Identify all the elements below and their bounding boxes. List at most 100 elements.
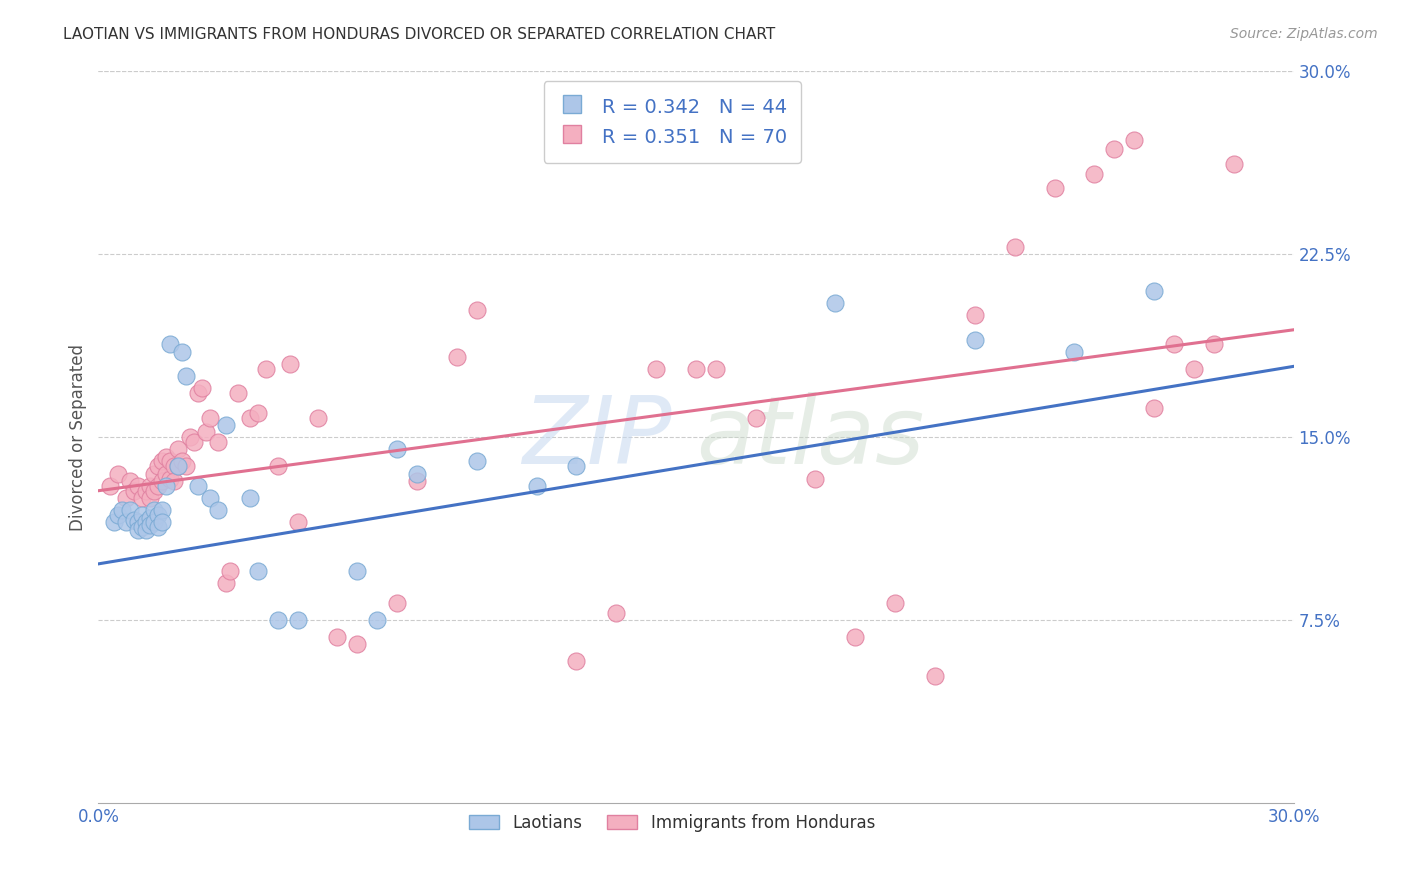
- Point: [167, 459, 190, 474]
- Point: [115, 516, 138, 530]
- Point: [148, 459, 170, 474]
- Point: [465, 454, 488, 468]
- Point: [159, 337, 181, 351]
- Point: [1004, 240, 1026, 254]
- Point: [246, 406, 269, 420]
- Point: [745, 410, 768, 425]
- Point: [1104, 142, 1126, 156]
- Point: [526, 479, 548, 493]
- Point: [111, 503, 134, 517]
- Point: [307, 410, 329, 425]
- Point: [963, 308, 986, 322]
- Point: [135, 523, 157, 537]
- Point: [446, 350, 468, 364]
- Legend: Laotians, Immigrants from Honduras: Laotians, Immigrants from Honduras: [463, 807, 882, 838]
- Point: [1182, 361, 1205, 376]
- Point: [135, 516, 157, 530]
- Text: atlas: atlas: [696, 392, 924, 483]
- Point: [1043, 181, 1066, 195]
- Point: [120, 503, 142, 517]
- Point: [1202, 337, 1225, 351]
- Point: [155, 450, 177, 464]
- Point: [267, 613, 290, 627]
- Point: [645, 361, 668, 376]
- Point: [131, 508, 153, 522]
- Point: [704, 361, 727, 376]
- Point: [148, 508, 170, 522]
- Point: [326, 630, 349, 644]
- Point: [155, 479, 177, 493]
- Text: ZIP: ZIP: [523, 392, 672, 483]
- Point: [267, 459, 290, 474]
- Point: [215, 417, 238, 432]
- Point: [135, 483, 157, 498]
- Point: [148, 479, 170, 493]
- Point: [1083, 167, 1105, 181]
- Point: [183, 434, 205, 449]
- Point: [226, 386, 249, 401]
- Point: [131, 491, 153, 505]
- Point: [1143, 401, 1166, 415]
- Point: [207, 503, 229, 517]
- Point: [159, 471, 181, 485]
- Point: [150, 454, 173, 468]
- Point: [1063, 344, 1085, 359]
- Point: [187, 386, 209, 401]
- Point: [131, 520, 153, 534]
- Point: [127, 479, 149, 493]
- Point: [98, 479, 122, 493]
- Point: [143, 503, 166, 517]
- Point: [103, 516, 125, 530]
- Point: [287, 516, 309, 530]
- Point: [159, 454, 181, 468]
- Y-axis label: Divorced or Separated: Divorced or Separated: [69, 343, 87, 531]
- Point: [239, 410, 262, 425]
- Point: [143, 467, 166, 481]
- Point: [804, 471, 827, 485]
- Point: [139, 517, 162, 532]
- Point: [246, 564, 269, 578]
- Point: [150, 503, 173, 517]
- Point: [150, 474, 173, 488]
- Point: [1223, 157, 1246, 171]
- Point: [107, 508, 129, 522]
- Point: [1143, 284, 1166, 298]
- Point: [139, 491, 162, 505]
- Point: [287, 613, 309, 627]
- Point: [172, 344, 194, 359]
- Point: [191, 381, 214, 395]
- Point: [605, 606, 627, 620]
- Point: [565, 654, 588, 668]
- Point: [139, 510, 162, 524]
- Point: [278, 357, 301, 371]
- Point: [963, 333, 986, 347]
- Point: [143, 516, 166, 530]
- Point: [148, 520, 170, 534]
- Point: [163, 474, 186, 488]
- Point: [346, 564, 368, 578]
- Point: [884, 596, 907, 610]
- Point: [174, 369, 197, 384]
- Point: [172, 454, 194, 468]
- Point: [239, 491, 262, 505]
- Point: [143, 483, 166, 498]
- Point: [207, 434, 229, 449]
- Point: [124, 513, 146, 527]
- Point: [465, 303, 488, 318]
- Point: [179, 430, 201, 444]
- Point: [174, 459, 197, 474]
- Point: [1123, 133, 1146, 147]
- Point: [385, 442, 409, 457]
- Point: [127, 523, 149, 537]
- Text: Source: ZipAtlas.com: Source: ZipAtlas.com: [1230, 27, 1378, 41]
- Point: [124, 483, 146, 498]
- Point: [844, 630, 866, 644]
- Point: [385, 596, 409, 610]
- Point: [198, 410, 221, 425]
- Point: [127, 516, 149, 530]
- Point: [824, 296, 846, 310]
- Point: [215, 576, 238, 591]
- Point: [150, 516, 173, 530]
- Point: [1163, 337, 1185, 351]
- Point: [565, 459, 588, 474]
